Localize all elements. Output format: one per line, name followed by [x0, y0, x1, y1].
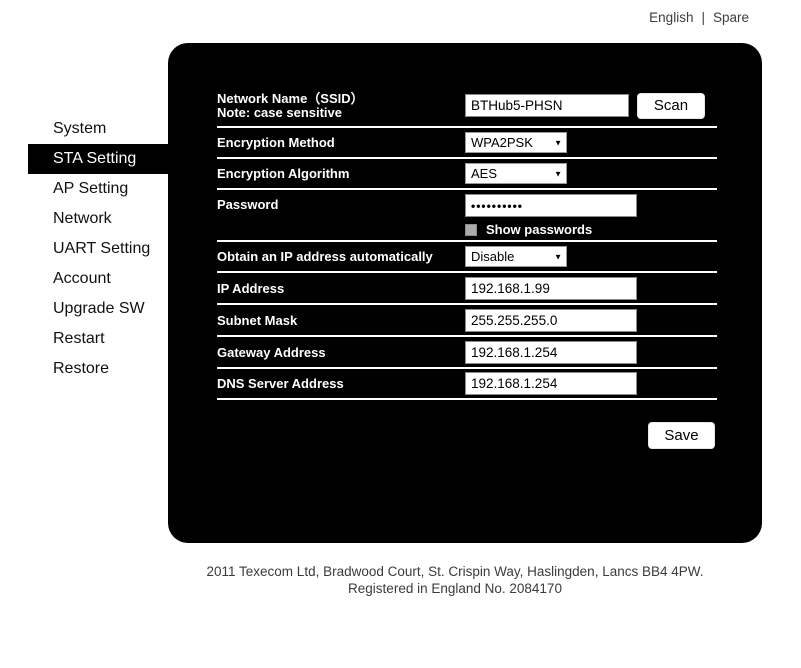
ip-address-row: IP Address — [217, 273, 717, 305]
sidebar-item-restart[interactable]: Restart — [53, 330, 105, 347]
encryption-algorithm-select[interactable]: AES — [465, 163, 567, 184]
password-row: Password Show passwords — [217, 190, 717, 242]
spare-link[interactable]: Spare — [712, 10, 749, 25]
ssid-label: Network Name（SSID） Note: case sensitive — [217, 90, 465, 120]
subnet-mask-controls — [465, 308, 717, 332]
encryption-method-label: Encryption Method — [217, 135, 335, 150]
show-passwords-checkbox[interactable] — [465, 223, 477, 236]
encryption-algorithm-controls: AES ▼ — [465, 163, 717, 184]
subnet-mask-input[interactable] — [465, 308, 637, 332]
subnet-mask-label: Subnet Mask — [217, 312, 298, 328]
sidebar-item-restore[interactable]: Restore — [53, 360, 110, 377]
save-button[interactable]: Save — [648, 422, 715, 449]
link-separator: | — [701, 10, 705, 25]
obtain-ip-controls: Disable ▼ — [465, 246, 717, 267]
encryption-method-controls: WPA2PSK ▼ — [465, 132, 717, 153]
subnet-mask-row: Subnet Mask — [217, 305, 717, 337]
encryption-algorithm-row: Encryption Algorithm AES ▼ — [217, 159, 717, 190]
dns-server-input[interactable] — [465, 372, 637, 395]
sidebar-item-system[interactable]: System — [53, 120, 107, 137]
encryption-method-select[interactable]: WPA2PSK — [465, 132, 567, 153]
sidebar-item-account[interactable]: Account — [53, 270, 111, 287]
ssid-label-line2: Note: case sensitive — [217, 104, 343, 120]
footer: 2011 Texecom Ltd, Bradwood Court, St. Cr… — [110, 563, 800, 597]
password-controls: Show passwords — [465, 194, 717, 237]
sta-settings-form: Network Name（SSID） Note: case sensitive … — [217, 85, 717, 449]
topbar: English | Spare — [649, 10, 749, 25]
dns-server-label: DNS Server Address — [217, 376, 344, 391]
sidebar-item-uart-setting[interactable]: UART Setting — [53, 240, 151, 257]
ip-address-input[interactable] — [465, 276, 637, 300]
sidebar-item-network[interactable]: Network — [53, 210, 112, 227]
ssid-row: Network Name（SSID） Note: case sensitive … — [217, 85, 717, 128]
obtain-ip-row: Obtain an IP address automatically Disab… — [217, 242, 717, 273]
gateway-address-label: Gateway Address — [217, 344, 326, 360]
password-label: Password — [217, 197, 279, 212]
footer-line2: Registered in England No. 2084170 — [348, 581, 562, 596]
gateway-address-input[interactable] — [465, 340, 637, 364]
encryption-algorithm-label: Encryption Algorithm — [217, 166, 350, 181]
gateway-address-controls — [465, 340, 717, 364]
ssid-label-line1: Network Name（SSID） — [217, 90, 364, 106]
encryption-method-select-wrap: WPA2PSK ▼ — [465, 132, 567, 153]
dns-server-row: DNS Server Address — [217, 369, 717, 400]
scan-button[interactable]: Scan — [637, 92, 705, 119]
sidebar-item-ap-setting[interactable]: AP Setting — [53, 180, 129, 197]
ip-address-controls — [465, 276, 717, 300]
language-link[interactable]: English — [649, 10, 694, 25]
password-input[interactable] — [465, 194, 637, 217]
ssid-input[interactable] — [465, 94, 629, 117]
ssid-controls: Scan — [465, 92, 717, 119]
encryption-method-row: Encryption Method WPA2PSK ▼ — [217, 128, 717, 159]
ip-address-label: IP Address — [217, 280, 285, 296]
save-row: Save — [217, 422, 717, 449]
footer-line1: 2011 Texecom Ltd, Bradwood Court, St. Cr… — [206, 564, 704, 579]
encryption-algorithm-select-wrap: AES ▼ — [465, 163, 567, 184]
obtain-ip-label: Obtain an IP address automatically — [217, 249, 433, 264]
sidebar-item-sta-setting[interactable]: STA Setting — [28, 144, 168, 174]
sidebar-menu: System STA Setting AP Setting Network UA… — [28, 114, 168, 384]
show-passwords-label: Show passwords — [486, 222, 593, 237]
show-passwords-line: Show passwords — [465, 222, 592, 237]
obtain-ip-select-wrap: Disable ▼ — [465, 246, 567, 267]
dns-server-controls — [465, 372, 717, 395]
gateway-address-row: Gateway Address — [217, 337, 717, 369]
obtain-ip-select[interactable]: Disable — [465, 246, 567, 267]
sta-settings-panel: Network Name（SSID） Note: case sensitive … — [168, 43, 762, 543]
sidebar-item-upgrade-sw[interactable]: Upgrade SW — [53, 300, 145, 317]
